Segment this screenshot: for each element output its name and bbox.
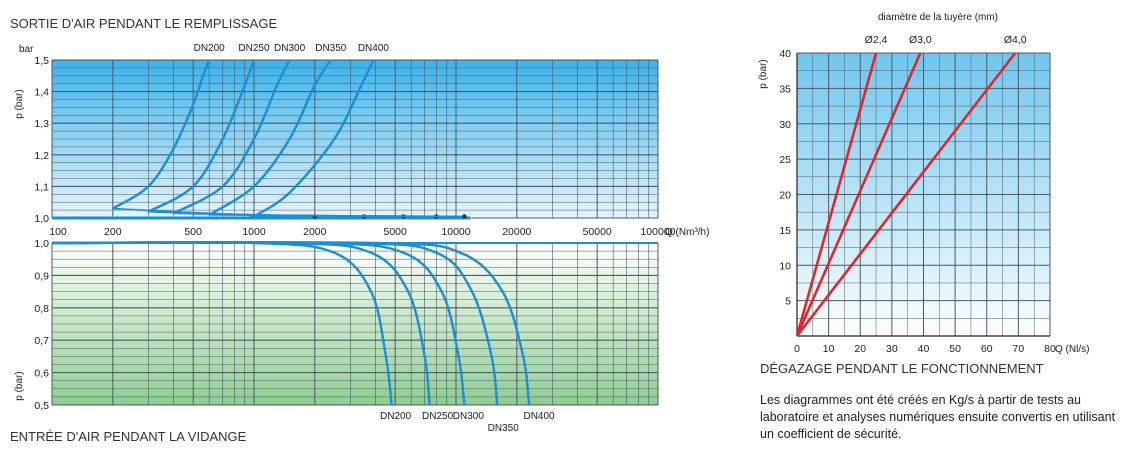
ytick-right: 20 — [779, 190, 791, 202]
series-label-top: DN350 — [315, 43, 347, 54]
xtick-right: 30 — [886, 343, 898, 355]
xlabel-left: Q (Nm³/h) — [665, 227, 709, 238]
ytick-top: 1,5 — [34, 55, 49, 67]
xtick: 20000 — [502, 226, 531, 238]
xtick-right: 50 — [949, 343, 961, 355]
subtitle-right: diamètre de la tuyère (mm) — [878, 12, 998, 23]
xtick-right: 10 — [823, 343, 835, 355]
xtick: 10000 — [441, 226, 470, 238]
curve-top-dn200 — [112, 59, 211, 210]
ylabel-right: p (bar) — [758, 59, 769, 88]
ytick-right: 35 — [779, 83, 791, 95]
xtick-right: 60 — [981, 343, 993, 355]
xtick: 100000 — [640, 226, 675, 238]
series-label-bottom: DN400 — [523, 411, 555, 422]
tail-top-dn400 — [249, 214, 465, 218]
unit-top: bar — [19, 44, 34, 55]
ytick-right: 5 — [785, 296, 791, 308]
xtick: 50000 — [583, 226, 612, 238]
ytick-top: 1,3 — [34, 118, 49, 130]
dot-top-dn400 — [462, 214, 467, 219]
ytick-top: 1,4 — [34, 87, 49, 99]
xtick: 1000 — [242, 226, 266, 238]
series-label-bottom: DN350 — [488, 423, 520, 434]
curve-top-dn400 — [253, 59, 375, 218]
series-label-top: DN300 — [274, 43, 306, 54]
ytick-bottom: 0,7 — [34, 335, 49, 347]
ytick-top: 1,2 — [34, 150, 49, 162]
ylabel-top: p (bar) — [14, 89, 25, 118]
red-line-Ø2,4 — [795, 52, 878, 337]
series-label-bottom: DN200 — [380, 411, 412, 422]
xtick-right: 40 — [918, 343, 930, 355]
series-label-top: DN400 — [358, 43, 390, 54]
curve-top-dn300 — [173, 59, 291, 215]
red-line-Ø4,0 — [795, 52, 1017, 337]
series-label-bottom: DN300 — [453, 411, 485, 422]
ytick-top: 1,1 — [34, 181, 49, 193]
xlabel-right: Q (Nl/s) — [1055, 344, 1089, 355]
footnote: Les diagrammes ont été créés en Kg/s à p… — [760, 393, 1116, 441]
red-line-Ø3,0 — [795, 52, 922, 337]
ytick-right: 15 — [779, 225, 791, 237]
ytick-top: 1,0 — [34, 213, 49, 225]
series-label-right: Ø4,0 — [1004, 34, 1027, 46]
xtick-right: 70 — [1013, 343, 1025, 355]
series-label-top: DN200 — [194, 43, 226, 54]
ytick-bottom: 0,8 — [34, 303, 49, 315]
xtick: 200 — [104, 226, 122, 238]
series-label-right: Ø3,0 — [909, 34, 932, 46]
curve-top-dn250 — [147, 59, 256, 213]
ytick-right: 40 — [779, 48, 791, 60]
chart-title-bottom: ENTRÉE D'AIR PENDANT LA VIDANGE — [10, 429, 247, 444]
xtick-right: 80 — [1044, 343, 1056, 355]
series-label-right: Ø2,4 — [865, 34, 888, 46]
series-label-bottom: DN250 — [422, 411, 454, 422]
ytick-right: 10 — [779, 260, 791, 272]
curve-layer — [51, 52, 1017, 406]
ytick-bottom: 0,6 — [34, 368, 49, 380]
xtick: 100 — [49, 226, 67, 238]
xtick: 500 — [184, 226, 202, 238]
xtick: 5000 — [384, 226, 408, 238]
series-label-top: DN250 — [238, 43, 270, 54]
text-layer: SORTIE D'AIR PENDANT LE REMPLISSAGE bar p … — [10, 12, 1089, 444]
chart-title-right: DÉGAZAGE PENDANT LE FONCTIONNEMENT — [760, 361, 1044, 376]
chart-title-top: SORTIE D'AIR PENDANT LE REMPLISSAGE — [10, 16, 277, 31]
xtick: 2000 — [303, 226, 327, 238]
xtick-right: 20 — [854, 343, 866, 355]
ytick-right: 30 — [779, 119, 791, 131]
grid-layer — [51, 52, 1051, 406]
curve-top-dn350 — [208, 59, 332, 216]
curve-bottom-dn400 — [51, 241, 531, 406]
ytick-right: 25 — [779, 154, 791, 166]
xtick-right: 0 — [794, 343, 800, 355]
ytick-bottom: 1,0 — [34, 238, 49, 250]
ytick-bottom: 0,5 — [34, 400, 49, 412]
ytick-bottom: 0,9 — [34, 270, 49, 282]
ylabel-bottom: p (bar) — [14, 371, 25, 400]
